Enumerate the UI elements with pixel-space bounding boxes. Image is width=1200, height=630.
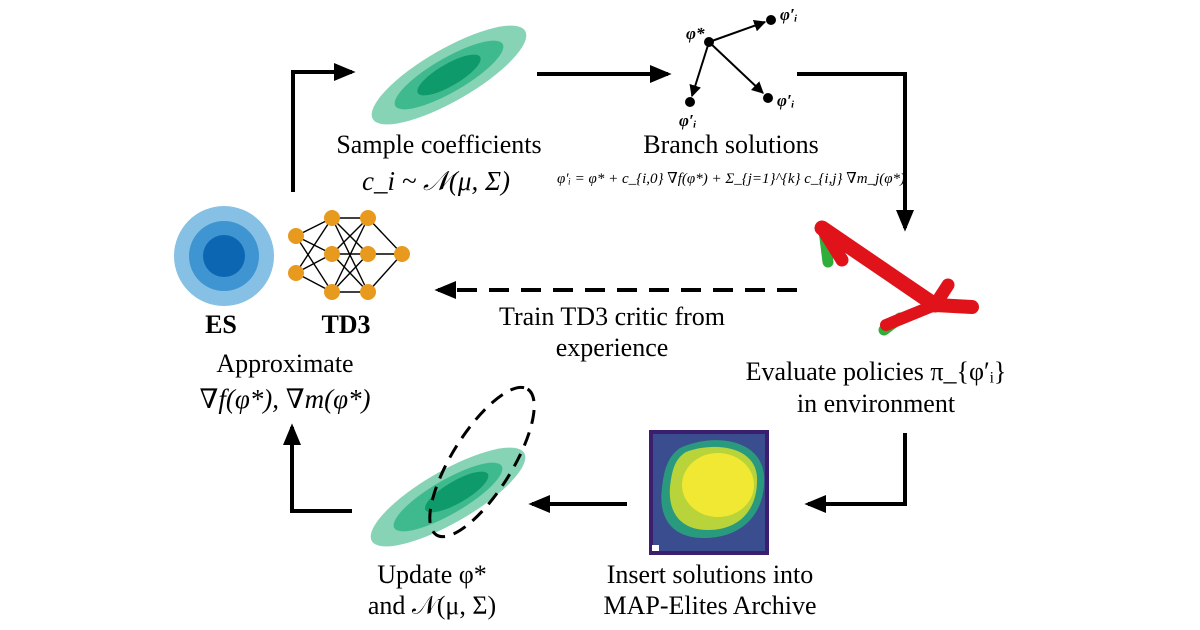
robot-lower-leg bbox=[880, 299, 941, 331]
insert-label-1: Insert solutions into bbox=[607, 560, 814, 589]
new-distribution-dashed bbox=[428, 385, 536, 539]
arrow-branch-to-evaluate bbox=[797, 72, 914, 232]
nn-input-node bbox=[288, 265, 304, 281]
nn-input-node bbox=[288, 228, 304, 244]
evaluate-label-1: Evaluate policies π_{φ′ᵢ} bbox=[746, 357, 1007, 386]
nn-hidden-node bbox=[324, 210, 340, 226]
es-label: ES bbox=[205, 310, 237, 339]
archive-empty-cell bbox=[652, 545, 659, 551]
node-phi-prime-3 bbox=[763, 93, 773, 103]
update-label-1: Update φ* bbox=[377, 560, 487, 589]
nn-hidden-node bbox=[360, 210, 376, 226]
archive-region-yellow bbox=[682, 453, 754, 517]
branch-label: Branch solutions bbox=[643, 130, 819, 159]
nn-hidden-node bbox=[324, 246, 340, 262]
es-inner bbox=[203, 235, 245, 277]
nn-edge bbox=[331, 217, 369, 255]
sample-label: Sample coefficients bbox=[336, 130, 541, 159]
train-critic-label-2: experience bbox=[556, 333, 669, 362]
branch-tree bbox=[689, 19, 767, 98]
td3-network bbox=[295, 217, 403, 293]
nn-hidden-node bbox=[360, 284, 376, 300]
map-elites-archive-heatmap bbox=[649, 430, 769, 555]
gaussian-inner bbox=[417, 54, 481, 96]
nn-edge bbox=[295, 217, 333, 274]
node-phi-prime-2 bbox=[685, 97, 695, 107]
cycle-arrows bbox=[283, 63, 914, 513]
sample-distribution-ellipse bbox=[371, 25, 527, 125]
phi-star-label: φ* bbox=[686, 24, 705, 43]
branch-edge-up bbox=[708, 19, 767, 43]
evaluate-label-2: in environment bbox=[797, 389, 956, 418]
es-gaussian bbox=[174, 206, 274, 306]
robot-upper-leg bbox=[815, 221, 849, 267]
robot-body bbox=[814, 220, 943, 313]
robot-render bbox=[814, 220, 979, 336]
update-label-2: and 𝒩(μ, Σ) bbox=[368, 591, 496, 620]
updated-gaussian-inner bbox=[425, 471, 489, 513]
nn-hidden-node bbox=[324, 284, 340, 300]
nn-edge bbox=[367, 217, 403, 255]
phi-prime-label-2: φ′ᵢ bbox=[679, 111, 697, 130]
nn-edge bbox=[367, 253, 403, 293]
nn-hidden-node bbox=[360, 246, 376, 262]
sample-formula: c_i ~ 𝒩(μ, Σ) bbox=[362, 166, 510, 196]
nn-output-node bbox=[394, 246, 410, 262]
phi-prime-label-1: φ′ᵢ bbox=[780, 5, 798, 24]
arrow-es-to-sample bbox=[291, 63, 356, 192]
train-critic-label-1: Train TD3 critic from bbox=[499, 302, 725, 331]
branch-edge-down-left bbox=[689, 41, 710, 98]
node-phi-prime-1 bbox=[766, 15, 776, 25]
approx-label-1: Approximate bbox=[216, 349, 353, 378]
branch-edge-down-right bbox=[708, 41, 764, 94]
td3-label: TD3 bbox=[321, 310, 370, 339]
arrow-update-to-approx bbox=[283, 423, 352, 513]
node-phi-star bbox=[704, 37, 714, 47]
phi-prime-label-3: φ′ᵢ bbox=[777, 91, 795, 110]
nn-edge bbox=[331, 217, 369, 293]
nn-edge bbox=[331, 253, 369, 293]
update-distribution-ellipse bbox=[370, 447, 526, 547]
td3-nodes bbox=[288, 210, 410, 300]
branch-formula: φ′ᵢ = φ* + c_{i,0} ∇f(φ*) + Σ_{j=1}^{k} … bbox=[557, 171, 905, 187]
arrow-evaluate-to-insert bbox=[804, 433, 907, 513]
insert-label-2: MAP-Elites Archive bbox=[603, 591, 816, 620]
approx-label-2: ∇f(φ*), ∇m(φ*) bbox=[199, 384, 370, 414]
